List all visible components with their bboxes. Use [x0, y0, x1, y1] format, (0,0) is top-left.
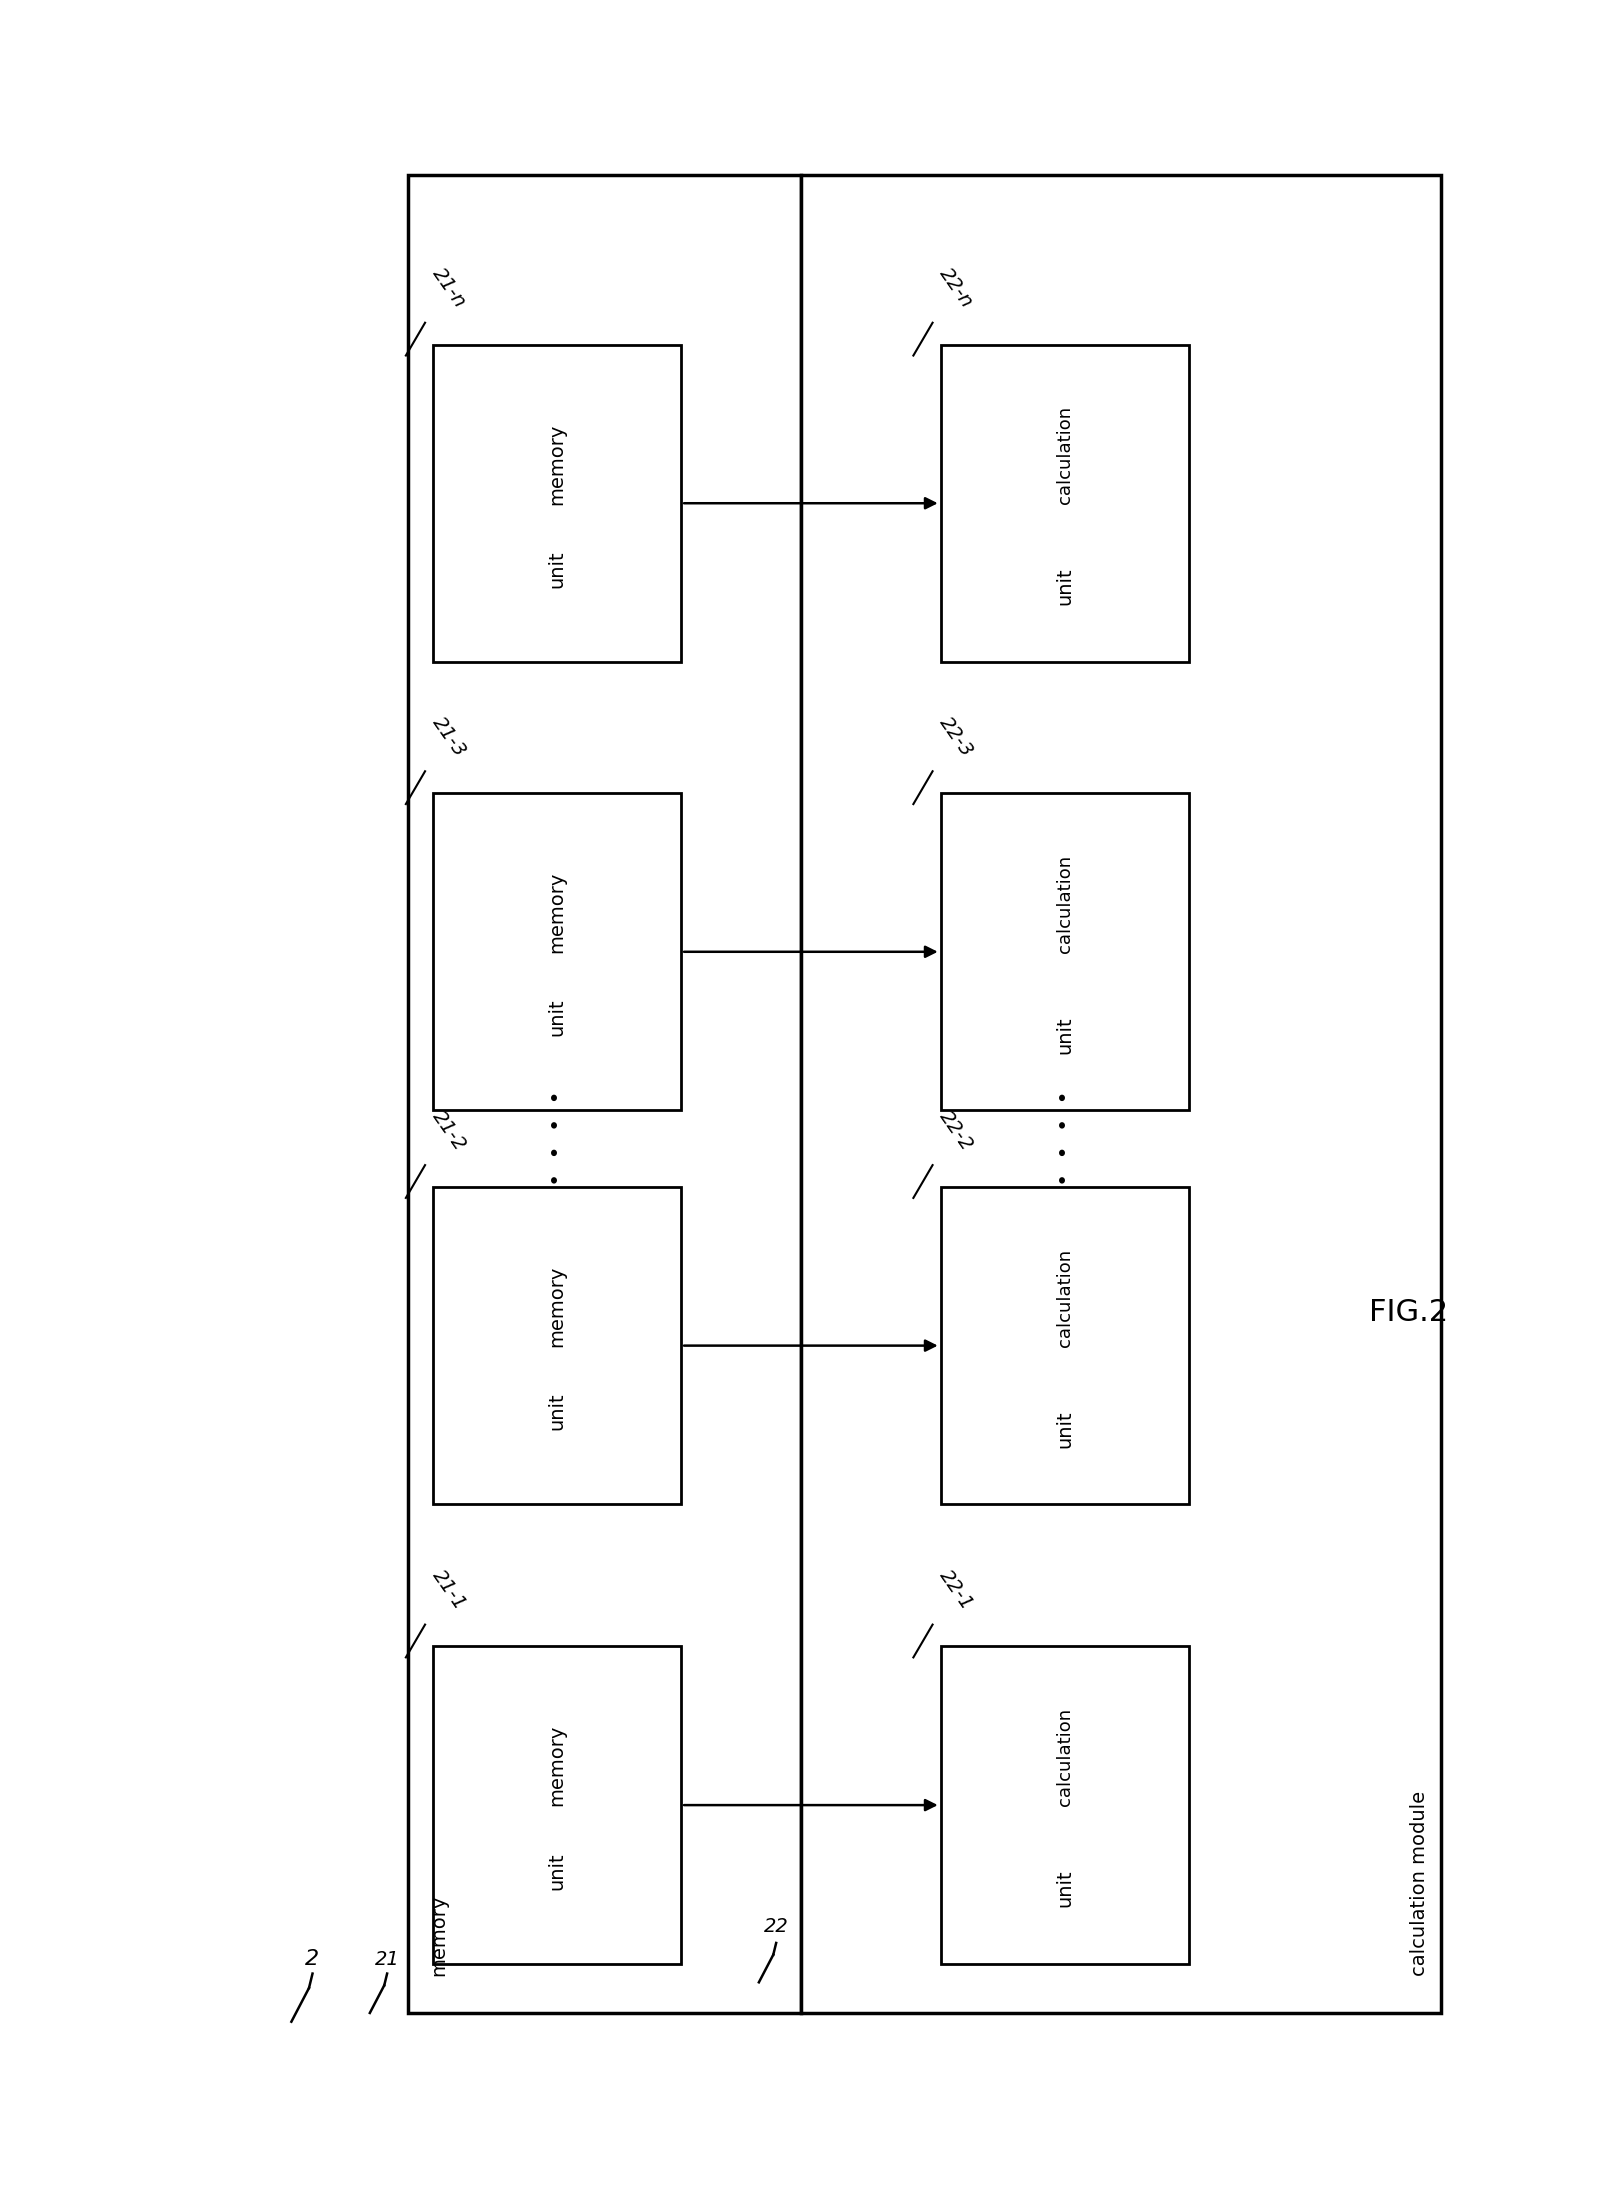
Text: memory: memory — [548, 1265, 567, 1348]
Bar — [432, 1645, 682, 1965]
Bar — [432, 344, 682, 661]
Text: calculation: calculation — [1055, 1709, 1074, 1805]
Text: 2: 2 — [306, 1950, 319, 1969]
Text: 21-2: 21-2 — [427, 1107, 469, 1153]
Text: memory: memory — [548, 1724, 567, 1807]
Text: FIG.2: FIG.2 — [1369, 1297, 1449, 1328]
Text: 22-2: 22-2 — [935, 1107, 977, 1153]
Text: 21-n: 21-n — [427, 265, 469, 311]
Text: memory: memory — [429, 1895, 448, 1976]
Text: •  •  •  •: • • • • — [1055, 1090, 1074, 1186]
Text: calculation: calculation — [1055, 1249, 1074, 1346]
Text: 22: 22 — [764, 1917, 789, 1936]
Bar — [432, 1186, 682, 1505]
Text: calculation: calculation — [1055, 856, 1074, 952]
Bar — [941, 344, 1188, 661]
Bar — [408, 175, 800, 2013]
Text: unit: unit — [548, 549, 567, 589]
Bar — [941, 794, 1188, 1112]
Text: calculation module: calculation module — [1410, 1790, 1430, 1976]
Text: 22-3: 22-3 — [935, 713, 977, 761]
Bar — [800, 175, 1441, 2013]
Text: 22-1: 22-1 — [935, 1567, 977, 1615]
Text: unit: unit — [548, 1392, 567, 1431]
Bar — [432, 794, 682, 1112]
Text: memory: memory — [548, 871, 567, 954]
Bar — [941, 1645, 1188, 1965]
Text: 21: 21 — [375, 1950, 400, 1969]
Text: unit: unit — [548, 998, 567, 1037]
Text: calculation: calculation — [1055, 407, 1074, 503]
Bar — [941, 1186, 1188, 1505]
Text: 22-n: 22-n — [935, 265, 977, 311]
Text: unit: unit — [1055, 1015, 1074, 1055]
Text: memory: memory — [548, 422, 567, 505]
Text: unit: unit — [1055, 567, 1074, 606]
Text: 21-1: 21-1 — [427, 1567, 469, 1615]
Text: unit: unit — [1055, 1409, 1074, 1448]
Text: unit: unit — [548, 1851, 567, 1890]
Text: unit: unit — [1055, 1869, 1074, 1908]
Text: 21-3: 21-3 — [427, 713, 469, 761]
Text: •  •  •  •: • • • • — [548, 1090, 567, 1186]
